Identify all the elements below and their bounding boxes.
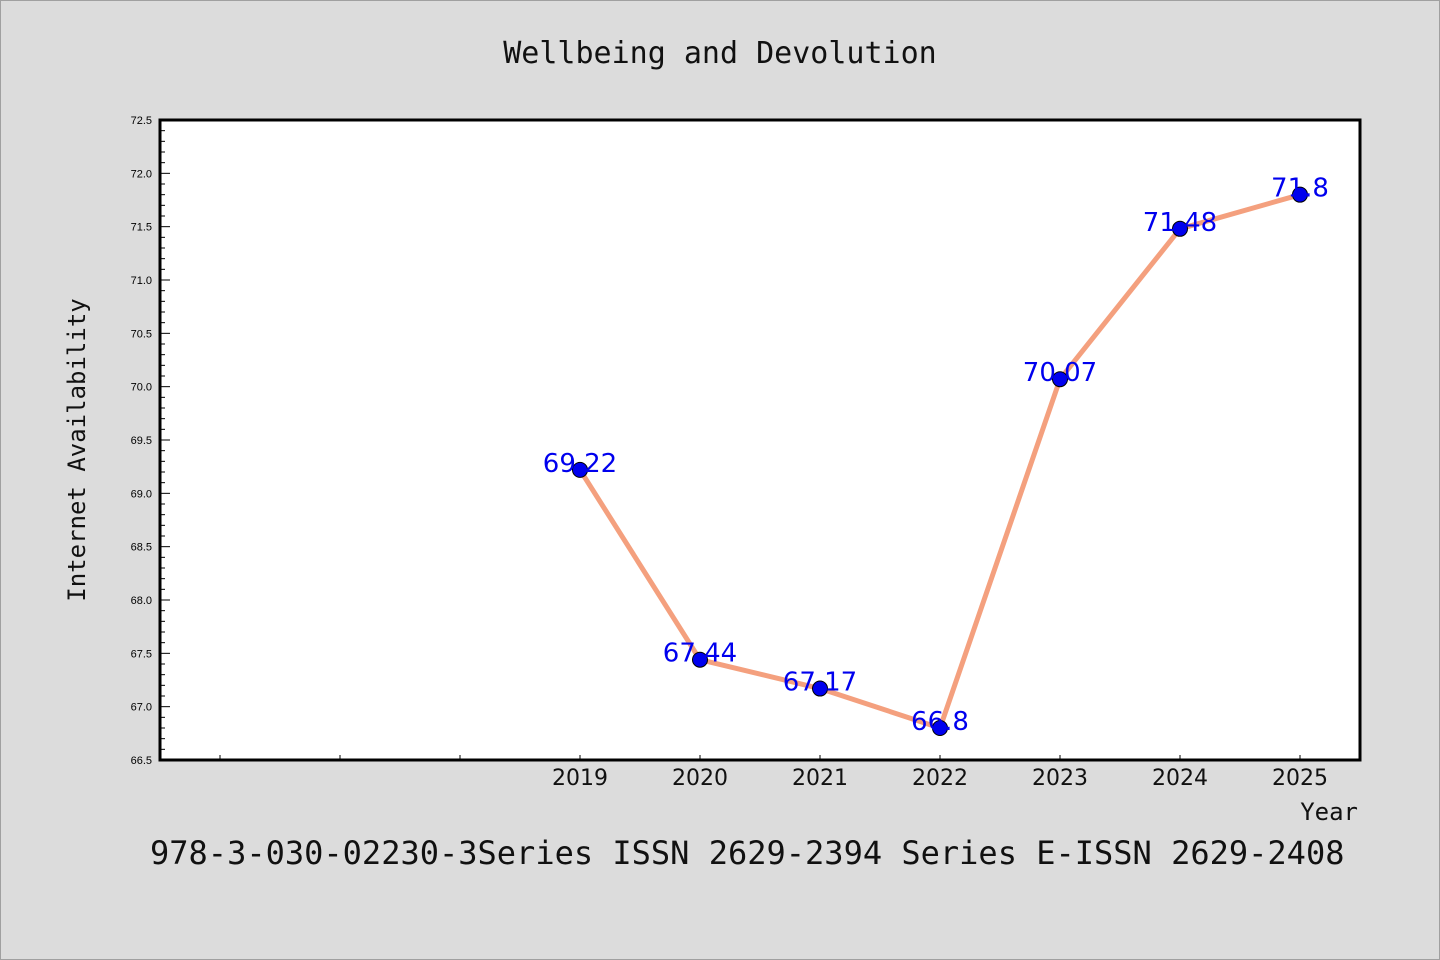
y-tick-label: 68.5 bbox=[131, 542, 152, 554]
data-label: 71.8 bbox=[1271, 174, 1329, 204]
data-point bbox=[692, 651, 708, 668]
y-tick-label: 66.5 bbox=[131, 755, 152, 767]
data-label: 71.48 bbox=[1143, 208, 1217, 238]
y-tick-label: 72.0 bbox=[131, 168, 152, 180]
x-axis: 2019 2020 2021 2022 2023 2024 2025 bbox=[219, 755, 1328, 791]
y-axis: 66.5 67.0 67.5 68.0 68.5 69.0 69.5 70.0 70.5 71.0… bbox=[131, 115, 170, 767]
data-point bbox=[572, 461, 588, 478]
y-tick-label: 70.5 bbox=[131, 328, 152, 340]
y-axis-label: Internet Availability bbox=[63, 298, 91, 601]
data-label: 67.17 bbox=[783, 668, 857, 698]
x-tick-label: 2025 bbox=[1272, 766, 1328, 791]
plot-area bbox=[158, 118, 1362, 762]
chart-title: Wellbeing and Devolution bbox=[503, 36, 936, 71]
series-line-group: 69.22 67.44 67.17 66.8 70.07 71.48 71.8 bbox=[543, 174, 1329, 737]
data-label: 67.44 bbox=[663, 639, 737, 669]
x-tick-label: 2022 bbox=[912, 766, 968, 791]
footnote: 978-3-030-02230-3Series ISSN 2629-2394 S… bbox=[150, 834, 1344, 872]
y-tick-label: 69.0 bbox=[131, 488, 152, 500]
x-axis-label: Year bbox=[1300, 798, 1358, 826]
x-tick-label: 2023 bbox=[1032, 766, 1088, 791]
y-tick-label: 68.0 bbox=[131, 595, 152, 607]
y-tick-label: 71.5 bbox=[131, 222, 152, 234]
y-tick-label: 69.5 bbox=[131, 435, 152, 447]
x-tick-label: 2021 bbox=[792, 766, 848, 791]
y-tick-label: 72.5 bbox=[131, 115, 152, 127]
data-point bbox=[932, 720, 948, 736]
data-label: 70.07 bbox=[1023, 358, 1097, 388]
data-point bbox=[812, 680, 828, 697]
y-tick-label: 67.0 bbox=[131, 702, 152, 714]
y-tick-label: 71.0 bbox=[131, 275, 152, 287]
data-point bbox=[1292, 186, 1308, 203]
data-label: 69.22 bbox=[543, 449, 617, 479]
y-tick-label: 67.5 bbox=[131, 648, 152, 660]
x-tick-label: 2020 bbox=[672, 766, 728, 791]
x-tick-label: 2024 bbox=[1152, 766, 1208, 791]
x-tick-label: 2019 bbox=[552, 766, 608, 791]
data-point bbox=[1172, 220, 1188, 237]
data-point bbox=[1052, 371, 1068, 388]
data-label: 66.8 bbox=[911, 707, 969, 737]
y-tick-label: 70.0 bbox=[131, 382, 152, 394]
